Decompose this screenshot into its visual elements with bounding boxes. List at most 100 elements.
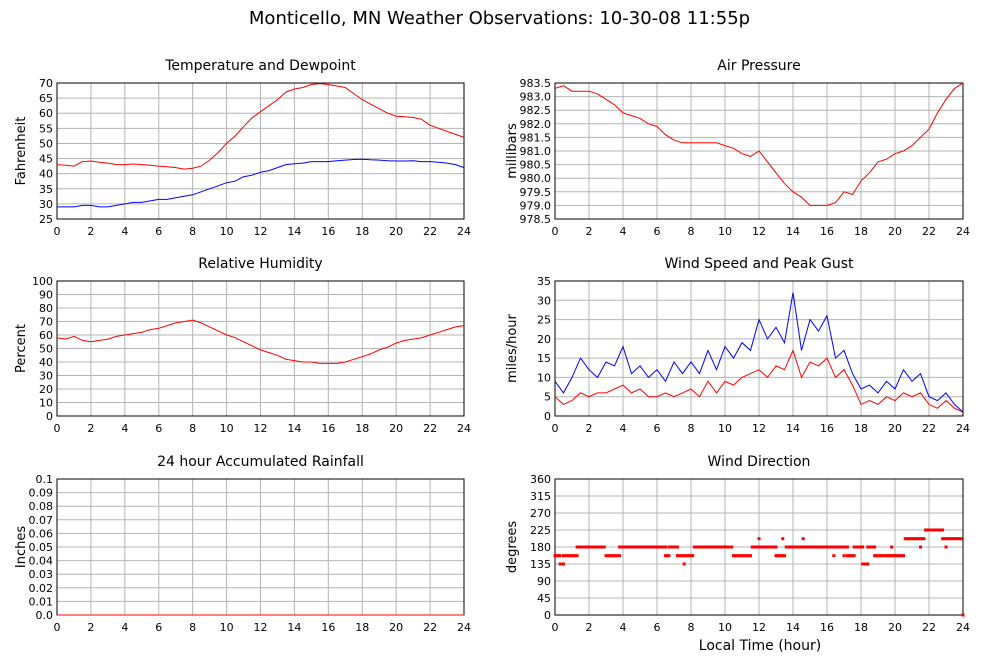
y-tick-label: 981.5: [520, 131, 552, 144]
x-tick-label: 0: [552, 225, 559, 238]
data-point: [825, 545, 829, 549]
data-point: [699, 545, 703, 549]
data-point: [573, 554, 577, 558]
y-tick-label: 25: [39, 213, 53, 226]
data-point: [672, 545, 676, 549]
data-point: [796, 545, 800, 549]
data-point: [628, 545, 632, 549]
data-point: [910, 537, 914, 541]
data-point: [660, 545, 664, 549]
x-tick-label: 22: [423, 225, 437, 238]
x-tick-label: 6: [155, 422, 162, 435]
x-tick-label: 16: [820, 621, 834, 634]
x-tick-label: 18: [854, 422, 868, 435]
data-point: [800, 545, 803, 549]
data-point: [873, 554, 877, 558]
relative-humidity-chart: 0 2 4 6 8 10 12 14 16 18 20 22 240102030405060708090…: [14, 256, 471, 435]
data-point: [587, 545, 591, 549]
data-point: [669, 545, 673, 549]
y-tick-label: 90: [39, 289, 53, 302]
data-point: [580, 545, 584, 549]
data-point: [949, 537, 953, 541]
data-point: [927, 528, 931, 532]
wind-speed-gust-chart: 0 2 4 6 8 10 12 14 16 18 20 22 2405101520253035Wind …: [505, 256, 970, 435]
data-point: [730, 545, 734, 549]
y-tick-label: 978.5: [520, 213, 552, 226]
y-axis-label: millibars: [505, 123, 520, 179]
data-point: [845, 545, 849, 549]
x-tick-label: 4: [620, 621, 627, 634]
y-tick-label: 180: [530, 541, 551, 554]
data-point: [808, 545, 812, 549]
x-tick-label: 2: [586, 225, 593, 238]
data-point: [742, 554, 746, 558]
x-tick-label: 16: [321, 621, 335, 634]
data-point: [555, 554, 559, 558]
x-tick-label: 10: [718, 225, 732, 238]
data-point: [925, 528, 929, 532]
x-tick-label: 24: [457, 621, 471, 634]
data-point: [788, 545, 792, 549]
data-point: [691, 554, 695, 558]
data-point: [844, 545, 848, 549]
data-point: [589, 545, 593, 549]
data-point: [839, 545, 843, 549]
data-point: [941, 528, 945, 532]
data-point: [652, 545, 656, 549]
y-tick-label: 0.0: [36, 609, 54, 622]
data-point: [682, 562, 686, 566]
data-point: [701, 545, 705, 549]
data-point: [912, 537, 916, 541]
data-point: [924, 528, 928, 532]
data-point: [888, 554, 892, 558]
data-point: [720, 545, 724, 549]
y-tick-label: 45: [39, 153, 53, 166]
x-tick-label: 8: [189, 422, 196, 435]
data-point: [879, 554, 883, 558]
data-point: [786, 545, 790, 549]
data-point: [890, 554, 894, 558]
y-tick-label: 70: [39, 316, 53, 329]
x-tick-label: 6: [654, 225, 661, 238]
data-point: [881, 554, 885, 558]
x-tick-label: 8: [688, 422, 695, 435]
data-point: [650, 545, 654, 549]
data-point: [752, 545, 756, 549]
y-tick-label: 315: [530, 490, 551, 503]
data-point: [664, 545, 667, 549]
plot-frame: [554, 478, 964, 616]
data-point: [811, 545, 815, 549]
data-point: [907, 537, 911, 541]
x-tick-label: 24: [956, 422, 970, 435]
chart-title: 24 hour Accumulated Rainfall: [157, 454, 364, 470]
y-axis-label: Inches: [14, 526, 29, 568]
y-axis-label: Percent: [14, 324, 29, 373]
y-tick-label: 30: [537, 294, 551, 307]
data-point: [777, 554, 781, 558]
data-point: [801, 537, 805, 541]
x-tick-label: 0: [54, 422, 61, 435]
x-tick-label: 10: [220, 621, 234, 634]
data-point: [769, 545, 773, 549]
data-point: [937, 528, 941, 532]
x-tick-label: 20: [389, 225, 403, 238]
data-point: [834, 545, 837, 549]
data-point: [590, 545, 594, 549]
data-point: [704, 545, 708, 549]
y-tick-label: 65: [39, 92, 53, 105]
data-point: [878, 554, 882, 558]
y-tick-label: 0.08: [29, 500, 54, 513]
x-tick-label: 6: [654, 422, 661, 435]
y-tick-label: 0.02: [29, 582, 54, 595]
x-tick-label: 8: [189, 225, 196, 238]
data-point: [585, 545, 589, 549]
x-tick-label: 20: [389, 422, 403, 435]
data-point: [640, 545, 644, 549]
data-point: [662, 545, 666, 549]
y-tick-label: 270: [530, 507, 551, 520]
data-point: [575, 554, 579, 558]
data-point: [743, 554, 747, 558]
y-tick-label: 0: [46, 410, 53, 423]
x-tick-label: 8: [189, 621, 196, 634]
